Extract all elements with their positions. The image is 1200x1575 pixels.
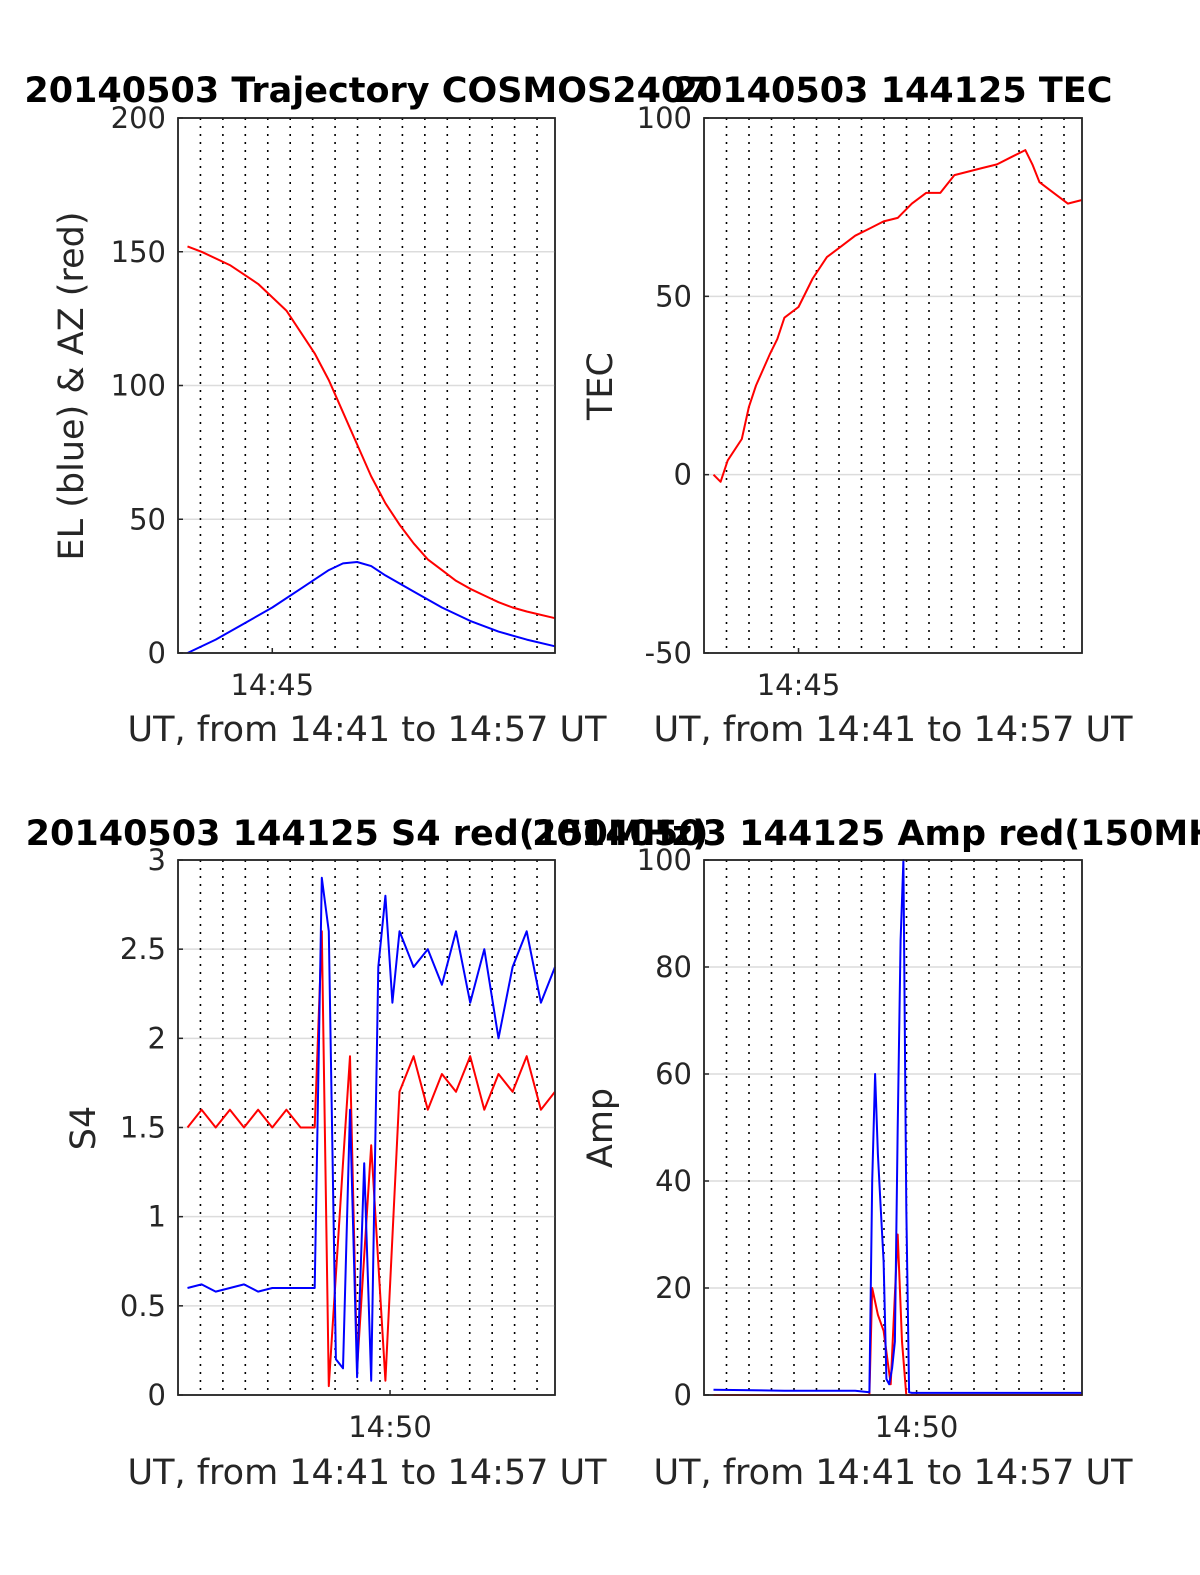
traj-ytick-label: 0 [148,636,166,670]
s4-ytick-label: 2.5 [120,932,166,966]
s4-ytick-label: 1 [148,1200,166,1234]
s4-ytick-label: 2 [148,1021,166,1055]
traj-ytick-label: 150 [111,235,166,269]
tec-ytick-label: 0 [674,458,692,492]
xlabel-amp: UT, from 14:41 to 14:57 UT [653,1453,1133,1493]
s4-ytick-label: 3 [148,843,166,877]
amp-ytick-label: 20 [655,1271,692,1305]
xlabel-tec: UT, from 14:41 to 14:57 UT [653,710,1133,750]
ylabel-trajectory: EL (blue) & AZ (red) [52,212,92,561]
ylabel-s4: S4 [64,1106,104,1151]
xlabel-s4: UT, from 14:41 to 14:57 UT [127,1453,607,1493]
traj-series-az-line [187,245,556,620]
amp-ytick-label: 80 [655,950,692,984]
s4-xtick-label: 14:50 [348,1410,432,1444]
title-s4: 20140503 144125 S4 red(150MHz) [26,814,709,854]
tec-plot-area [703,117,1083,654]
tec-series-red-line [712,149,1083,483]
traj-ytick-label: 200 [111,101,166,135]
s4-axes-border [177,859,556,1396]
amp-ytick-label: 60 [655,1057,692,1091]
xlabel-trajectory: UT, from 14:41 to 14:57 UT [127,710,607,750]
s4-ytick-label: 0.5 [120,1289,166,1323]
tec-axes-border [703,117,1083,654]
amp-axes-border [703,859,1083,1396]
amp-series-blue-line [713,859,1082,1394]
s4-ytick-label: 0 [148,1378,166,1412]
traj-ytick-label: 50 [129,502,166,536]
tec-ytick-label: 50 [655,279,692,313]
traj-xtick-label: 14:45 [230,668,314,702]
tec-xtick-label: 14:45 [757,668,841,702]
tec-ytick-label: -50 [645,636,692,670]
traj-ytick-label: 100 [111,369,166,403]
amp-ytick-label: 100 [637,843,692,877]
s4-series-blue-line [187,876,556,1382]
panel-trajectory: 0 50 100 150 200 14:45 20140503 Trajectory CO… [24,71,709,750]
s4-ytick-label: 1.5 [120,1111,166,1145]
ylabel-amp: Amp [581,1088,621,1168]
traj-series-el-line [187,561,556,654]
title-amp: 20140503 144125 Amp red(150MHz) [532,814,1200,854]
title-tec: 20140503 144125 TEC [674,71,1113,111]
amp-xtick-label: 14:50 [875,1410,959,1444]
panel-amp: 0 20 40 60 80 100 14:50 20140503 144125 Amp re… [532,814,1200,1493]
ylabel-tec: TEC [581,352,621,421]
title-trajectory: 20140503 Trajectory COSMOS2407 [24,71,709,111]
panel-tec: -50 0 50 100 14:45 20140503 144125 TEC UT, f… [581,71,1133,750]
panel-s4: 0 0.5 1 1.5 2 2.5 3 14:50 20140503 144125 S4 re… [26,814,709,1493]
amp-ytick-label: 40 [655,1164,692,1198]
tec-ytick-label: 100 [637,101,692,135]
traj-axes-border [177,117,556,654]
amp-ytick-label: 0 [674,1378,692,1412]
